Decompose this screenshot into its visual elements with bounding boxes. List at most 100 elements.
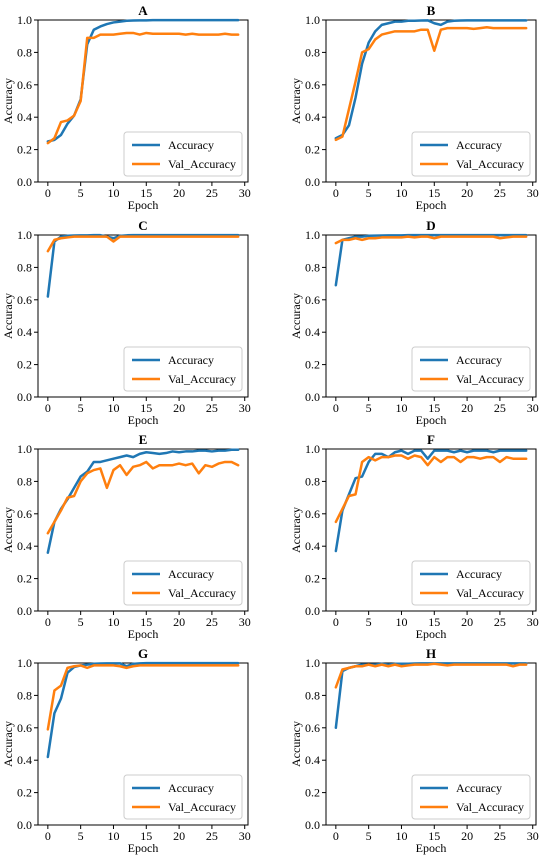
- series-line-val-accuracy: [46, 31, 240, 145]
- series-line-val-accuracy: [334, 235, 528, 245]
- y-tick-label: 1.0: [17, 228, 32, 242]
- x-tick-label: 30: [239, 615, 251, 629]
- x-tick-label: 20: [173, 401, 185, 415]
- y-tick-label: 0.4: [305, 539, 320, 553]
- x-axis-label: Epoch: [128, 198, 159, 212]
- x-tick-label: 5: [366, 829, 372, 843]
- y-tick-label: 0.6: [17, 78, 32, 92]
- x-tick-label: 25: [206, 401, 218, 415]
- x-tick-label: 30: [239, 829, 251, 843]
- y-tick-label: 1.0: [17, 442, 32, 456]
- y-tick-label: 0.2: [17, 143, 32, 157]
- chart-panel-b: B 0 5 10 15 20 25 30 0.0 0.2 0.4 0.6 0.8 1.0 Epoch Accu…: [289, 3, 539, 212]
- y-tick-label: 0.2: [305, 143, 320, 157]
- x-tick-label: 15: [140, 615, 152, 629]
- x-tick-label: 15: [428, 615, 440, 629]
- x-tick-label: 25: [206, 186, 218, 200]
- y-tick-label: 0.8: [17, 474, 32, 488]
- legend: Accuracy Val_Accuracy: [411, 131, 531, 177]
- y-axis-label: Accuracy: [289, 293, 303, 339]
- plot-frame: [37, 448, 249, 612]
- x-axis-label: Epoch: [128, 627, 159, 641]
- x-tick-label: 25: [494, 401, 506, 415]
- x-axis-label: Epoch: [416, 413, 447, 427]
- y-tick-label: 0.2: [305, 358, 320, 372]
- chart-title: C: [138, 218, 147, 233]
- legend-label: Val_Accuracy: [456, 800, 524, 814]
- x-tick-label: 10: [107, 401, 119, 415]
- x-tick-label: 25: [206, 829, 218, 843]
- x-axis-label: Epoch: [416, 627, 447, 641]
- series-line-val-accuracy: [334, 26, 528, 142]
- legend-label: Accuracy: [456, 781, 502, 795]
- x-tick-label: 0: [45, 829, 51, 843]
- x-tick-label: 5: [78, 186, 84, 200]
- legend-label: Val_Accuracy: [168, 372, 236, 386]
- x-tick-label: 30: [527, 615, 539, 629]
- legend-label: Accuracy: [168, 567, 214, 581]
- x-tick-label: 5: [366, 401, 372, 415]
- chart-panel-d: D 0 5 10 15 20 25 30 0.0 0.2 0.4 0.6 0.8 1.0 Epoch Accu…: [289, 218, 539, 427]
- x-tick-label: 5: [366, 186, 372, 200]
- y-tick-label: 0.0: [305, 604, 320, 618]
- legend: Accuracy Val_Accuracy: [123, 346, 243, 392]
- x-tick-label: 5: [366, 615, 372, 629]
- legend: Accuracy Val_Accuracy: [411, 774, 531, 820]
- y-tick-label: 0.6: [305, 721, 320, 735]
- y-tick-label: 0.8: [17, 688, 32, 702]
- y-tick-label: 1.0: [17, 656, 32, 670]
- x-tick-label: 0: [45, 401, 51, 415]
- x-tick-label: 0: [333, 829, 339, 843]
- y-tick-label: 1.0: [305, 228, 320, 242]
- x-tick-label: 5: [78, 615, 84, 629]
- series-line-accuracy: [334, 662, 528, 730]
- y-tick-label: 0.6: [17, 721, 32, 735]
- x-tick-label: 10: [107, 186, 119, 200]
- y-tick-label: 0.4: [17, 753, 32, 767]
- chart-title: G: [138, 646, 148, 661]
- y-tick-label: 0.4: [305, 110, 320, 124]
- legend: Accuracy Val_Accuracy: [123, 560, 243, 606]
- legend: Accuracy Val_Accuracy: [123, 131, 243, 177]
- x-tick-label: 20: [461, 615, 473, 629]
- x-tick-label: 10: [395, 186, 407, 200]
- chart-title: F: [427, 432, 435, 447]
- x-tick-label: 30: [239, 186, 251, 200]
- y-tick-label: 0.6: [305, 78, 320, 92]
- x-tick-label: 10: [107, 829, 119, 843]
- x-tick-label: 30: [527, 186, 539, 200]
- y-tick-label: 0.4: [305, 753, 320, 767]
- x-tick-label: 25: [494, 615, 506, 629]
- y-tick-label: 0.0: [17, 175, 32, 189]
- y-axis-label: Accuracy: [1, 78, 15, 124]
- y-tick-label: 0.6: [17, 293, 32, 307]
- x-tick-label: 30: [527, 401, 539, 415]
- x-tick-label: 25: [494, 829, 506, 843]
- x-axis-label: Epoch: [416, 841, 447, 855]
- x-tick-label: 10: [395, 615, 407, 629]
- y-tick-label: 0.6: [305, 293, 320, 307]
- x-tick-label: 20: [173, 829, 185, 843]
- y-tick-label: 0.8: [305, 45, 320, 59]
- series-line-val-accuracy: [334, 662, 528, 689]
- y-tick-label: 0.2: [17, 358, 32, 372]
- chart-panel-e: E 0 5 10 15 20 25 30 0.0 0.2 0.4 0.6 0.8 1.0 Epoch Accu…: [1, 432, 251, 641]
- series-line-accuracy: [46, 233, 240, 298]
- y-tick-label: 1.0: [305, 442, 320, 456]
- y-axis-label: Accuracy: [1, 721, 15, 767]
- x-tick-label: 25: [494, 186, 506, 200]
- x-tick-label: 10: [395, 829, 407, 843]
- x-tick-label: 0: [45, 615, 51, 629]
- legend: Accuracy Val_Accuracy: [411, 346, 531, 392]
- y-tick-label: 0.8: [305, 474, 320, 488]
- x-tick-label: 0: [333, 401, 339, 415]
- y-tick-label: 0.6: [305, 507, 320, 521]
- x-tick-label: 0: [45, 186, 51, 200]
- x-tick-label: 5: [78, 829, 84, 843]
- y-tick-label: 0.2: [305, 572, 320, 586]
- legend-label: Accuracy: [168, 781, 214, 795]
- y-tick-label: 0.4: [305, 325, 320, 339]
- legend: Accuracy Val_Accuracy: [123, 774, 243, 820]
- x-tick-label: 15: [428, 829, 440, 843]
- series-line-accuracy: [46, 18, 240, 143]
